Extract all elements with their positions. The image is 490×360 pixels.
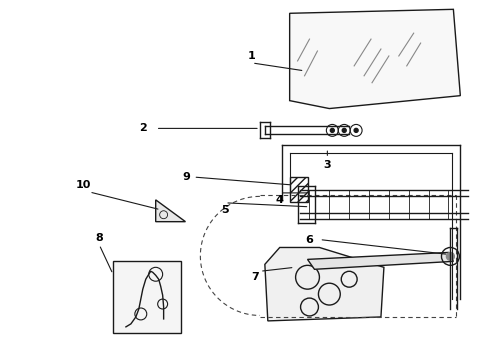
Circle shape <box>330 129 334 132</box>
Text: 5: 5 <box>221 205 229 215</box>
Polygon shape <box>265 247 384 321</box>
Text: 10: 10 <box>75 180 91 190</box>
Text: 6: 6 <box>306 234 314 244</box>
Text: 4: 4 <box>276 195 284 205</box>
Polygon shape <box>308 252 453 269</box>
Text: 9: 9 <box>182 172 191 182</box>
Text: 2: 2 <box>139 123 147 134</box>
Bar <box>113 261 180 333</box>
Text: 3: 3 <box>323 160 331 170</box>
Text: 8: 8 <box>95 233 103 243</box>
Polygon shape <box>156 200 185 222</box>
Text: 7: 7 <box>251 272 259 282</box>
Circle shape <box>446 252 454 260</box>
Bar <box>290 177 308 202</box>
Polygon shape <box>290 9 460 109</box>
Text: 1: 1 <box>248 51 256 61</box>
Circle shape <box>354 129 358 132</box>
Circle shape <box>342 129 346 132</box>
